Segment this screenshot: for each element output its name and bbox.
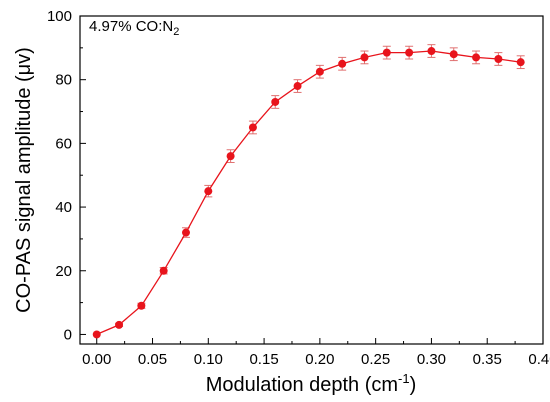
x-tick-label: 0.15	[249, 351, 278, 368]
plot-frame	[79, 15, 544, 345]
y-axis-title: CO-PAS signal amplitude (μv)	[13, 47, 35, 313]
x-axis-title-sup: -1	[398, 371, 410, 386]
series-line	[96, 50, 521, 335]
data-point	[427, 47, 436, 56]
x-tick-label: 0.20	[305, 351, 334, 368]
data-point	[293, 82, 302, 91]
data-point	[248, 123, 257, 132]
x-tick-label: 0.30	[417, 351, 446, 368]
data-point	[204, 187, 213, 196]
x-axis-title-main: Modulation depth (cm	[206, 374, 398, 396]
x-tick-label: 0.35	[473, 351, 502, 368]
x-axis-title-close: )	[410, 374, 417, 396]
x-tick-label: 0.00	[82, 351, 111, 368]
data-point	[226, 152, 235, 161]
data-point	[137, 301, 146, 310]
data-point	[472, 53, 481, 62]
data-point	[338, 59, 347, 68]
ticks: 0.00 0.05 0.10 0.15 0.20 0.25 0.30 0.35 0.40 0 20 4…	[47, 8, 550, 368]
x-tick-label: 0.05	[138, 351, 167, 368]
y-tick-label: 60	[55, 135, 72, 152]
y-tick-label: 80	[55, 72, 72, 89]
data-point	[449, 50, 458, 59]
data-point	[92, 330, 101, 339]
x-tick-label: 0.25	[361, 351, 390, 368]
data-point	[405, 48, 414, 57]
error-bars	[115, 44, 525, 327]
chart-annotation: 4.97% CO:N2	[89, 18, 179, 38]
data-point	[360, 53, 369, 62]
x-axis-title: Modulation depth (cm-1)	[206, 371, 417, 396]
data-point	[271, 97, 280, 106]
data-markers	[92, 47, 525, 339]
y-tick-label: 20	[55, 263, 72, 280]
data-point	[181, 228, 190, 237]
data-point	[516, 58, 525, 67]
data-point	[159, 266, 168, 275]
data-point	[382, 48, 391, 57]
x-tick-label: 0.40	[528, 351, 550, 368]
annotation-text: 4.97% CO:N	[89, 18, 173, 35]
annotation-subscript: 2	[173, 26, 179, 38]
data-point	[115, 320, 124, 329]
data-point	[315, 67, 324, 76]
y-tick-label: 40	[55, 199, 72, 216]
y-tick-label: 100	[47, 8, 72, 25]
data-point	[494, 54, 503, 63]
x-tick-label: 0.10	[194, 351, 223, 368]
y-tick-label: 0	[64, 326, 72, 343]
